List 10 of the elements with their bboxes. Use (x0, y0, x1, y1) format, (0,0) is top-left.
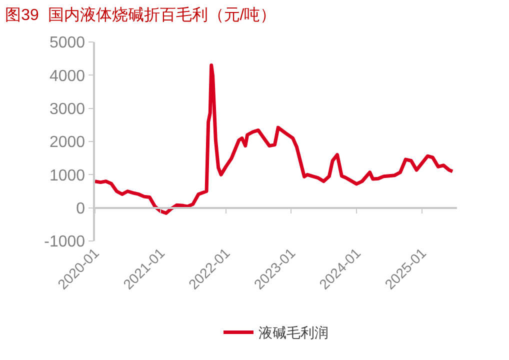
y-tick-label: 1000 (49, 167, 86, 184)
chart-title: 图39 国内液体烧碱折百毛利（元/吨） (5, 6, 276, 24)
y-tick-label: 5000 (49, 34, 86, 52)
legend-label: 液碱毛利润 (258, 324, 328, 341)
y-tick-label: 0 (76, 200, 86, 218)
y-tick-label: -1000 (44, 234, 86, 251)
y-tick-label: 3000 (49, 100, 86, 118)
y-tick-label: 4000 (49, 68, 86, 85)
y-tick-label: 2000 (49, 134, 86, 152)
line-series (95, 63, 454, 215)
